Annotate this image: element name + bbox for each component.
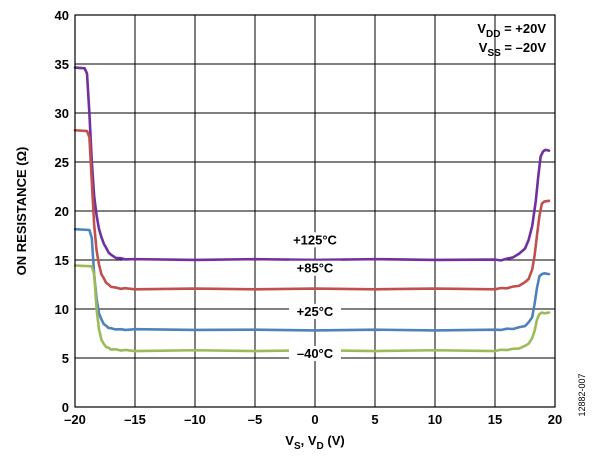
series-label-bg: [289, 346, 341, 361]
series-label-bg: [289, 232, 341, 248]
series-label-2: +25°C: [297, 304, 334, 319]
y-tick-label: 30: [55, 106, 69, 121]
series-line-0: [73, 66, 551, 262]
series-label-bg: [289, 303, 341, 319]
y-tick-label: 20: [55, 204, 69, 219]
y-tick-label: 10: [55, 302, 69, 317]
x-tick-label: 15: [488, 412, 502, 427]
series-line-1: [73, 128, 551, 291]
x-axis-title-sep: ,: [301, 433, 308, 448]
series-label-3: –40°C: [297, 346, 334, 361]
condition-vdd-name: V: [477, 21, 486, 36]
y-tick-label: 0: [62, 400, 69, 415]
y-tick-label: 25: [55, 155, 69, 170]
condition-vdd: VDD = +20V: [477, 21, 546, 40]
condition-vdd-sub: DD: [486, 29, 500, 40]
y-axis-title: ON RESISTANCE (Ω): [14, 147, 29, 276]
x-axis-title-sub2: D: [317, 441, 324, 452]
x-axis-title-sub1: S: [294, 441, 301, 452]
plot-frame: [74, 14, 556, 408]
x-axis-title-var2: V: [308, 433, 317, 448]
series-label-0: +125°C: [293, 232, 337, 247]
x-axis-title-unit: (V): [324, 433, 345, 448]
x-tick-label: 0: [311, 412, 318, 427]
series-label-bg: [289, 260, 341, 276]
series-line-2: [73, 227, 551, 332]
y-tick-label: 40: [55, 8, 69, 23]
x-tick-label: 20: [548, 412, 562, 427]
figure-id: 12882-007: [577, 373, 587, 416]
x-tick-label: 10: [428, 412, 442, 427]
y-tick-label: 15: [55, 253, 69, 268]
x-tick-label: –15: [124, 412, 146, 427]
condition-vss-sub: SS: [487, 48, 501, 59]
condition-vss: VSS = –20V: [479, 40, 547, 59]
condition-vss-name: V: [479, 40, 488, 55]
y-tick-labels: 0 5 10 15 20 25 30 35 40: [55, 8, 69, 415]
series-labels: +125°C +85°C +25°C –40°C: [289, 232, 341, 361]
x-tick-label: 5: [371, 412, 378, 427]
y-tick-label: 5: [62, 351, 69, 366]
x-tick-label: –5: [248, 412, 262, 427]
condition-vss-value: = –20V: [501, 40, 547, 55]
x-tick-label: –20: [64, 412, 86, 427]
x-tick-label: –10: [184, 412, 206, 427]
x-tick-labels: –20 –15 –10 –5 0 5 10 15 20: [64, 412, 562, 427]
grid: [75, 15, 555, 407]
x-axis-title-var1: V: [285, 433, 294, 448]
y-tick-label: 35: [55, 57, 69, 72]
condition-vdd-value: = +20V: [500, 21, 546, 36]
x-axis-title: VS, VD (V): [285, 433, 344, 452]
series-label-1: +85°C: [297, 261, 334, 276]
